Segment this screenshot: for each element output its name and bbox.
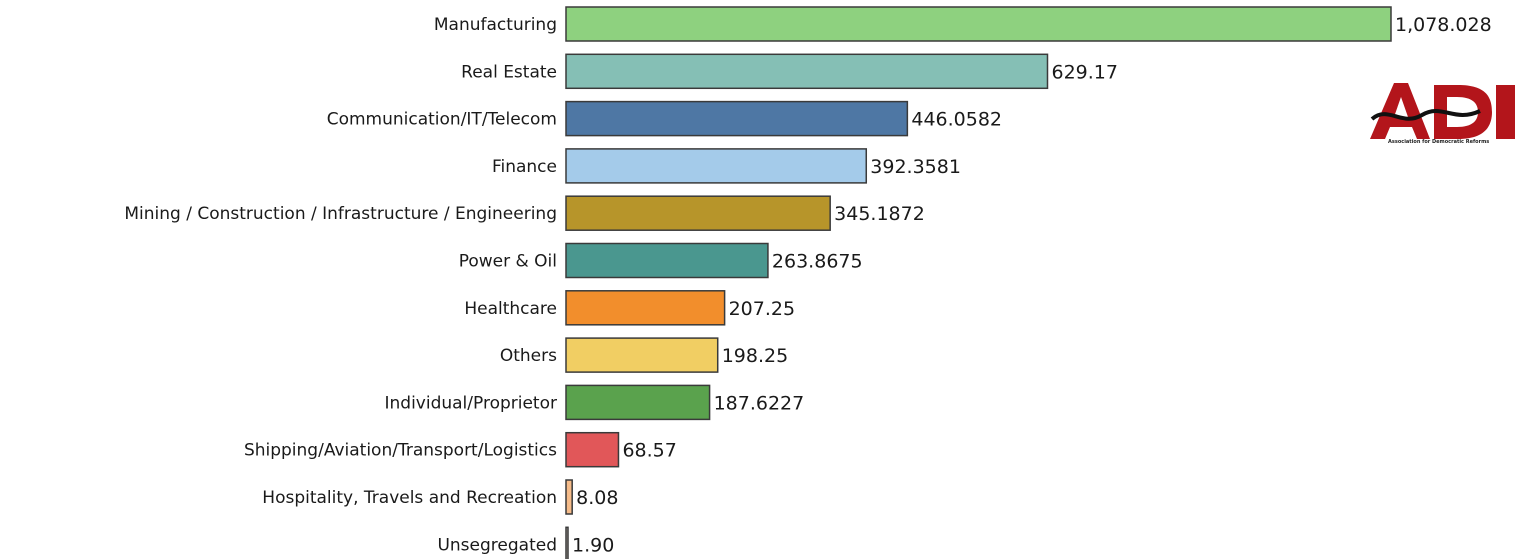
bar xyxy=(565,53,1049,90)
logo-tagline: Association for Democratic Reforms xyxy=(1388,139,1490,145)
value-label: 629.17 xyxy=(1051,61,1117,83)
value-label: 8.08 xyxy=(576,487,618,509)
bar xyxy=(565,6,1392,42)
category-labels: Manufacturing Real Estate Communication/IT… xyxy=(124,15,557,555)
bar xyxy=(565,337,719,373)
value-label: 187.6227 xyxy=(714,392,805,414)
bar xyxy=(565,195,831,231)
category-label: Others xyxy=(500,346,557,366)
bar xyxy=(565,526,569,559)
category-label: Healthcare xyxy=(464,299,557,319)
category-label: Finance xyxy=(492,157,557,177)
bars xyxy=(565,6,1392,559)
bar xyxy=(565,148,868,184)
category-label: Power & Oil xyxy=(459,252,557,272)
category-label: Mining / Construction / Infrastructure /… xyxy=(124,204,557,224)
bar xyxy=(565,479,573,515)
value-label: 1.90 xyxy=(572,534,614,556)
value-label: 1,078.028 xyxy=(1395,14,1492,36)
value-label: 392.3581 xyxy=(870,156,961,178)
value-label: 446.0582 xyxy=(911,109,1002,131)
bar xyxy=(565,242,769,279)
value-label: 68.57 xyxy=(622,440,676,462)
bar xyxy=(565,100,909,137)
category-label: Real Estate xyxy=(461,62,557,82)
category-label: Individual/Proprietor xyxy=(384,393,557,413)
adr-logo-mark xyxy=(1370,83,1515,139)
category-label: Shipping/Aviation/Transport/Logistics xyxy=(244,441,557,461)
adr-logo: Association for Democratic Reforms xyxy=(1368,75,1515,150)
category-label: Hospitality, Travels and Recreation xyxy=(262,488,557,508)
bar xyxy=(565,290,726,326)
value-label: 263.8675 xyxy=(772,251,863,273)
category-label: Unsegregated xyxy=(437,535,557,555)
bar xyxy=(565,431,620,468)
bar xyxy=(565,384,711,421)
value-label: 345.1872 xyxy=(834,203,925,225)
value-label: 198.25 xyxy=(722,345,788,367)
category-label: Manufacturing xyxy=(434,15,557,35)
value-label: 207.25 xyxy=(729,298,795,320)
value-labels: 1,078.028 629.17 446.0582 392.3581 345.1872 2… xyxy=(572,14,1492,556)
category-label: Communication/IT/Telecom xyxy=(327,110,557,130)
